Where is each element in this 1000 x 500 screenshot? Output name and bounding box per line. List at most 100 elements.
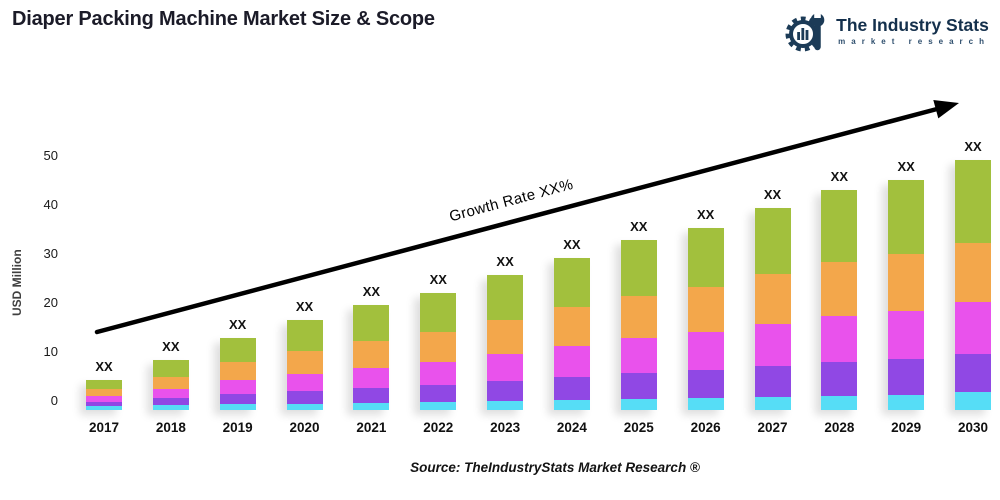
bar-value-label-2021: XX: [362, 284, 381, 299]
bar-value-label-2026: XX: [696, 206, 715, 222]
bar-2019-segment-cyan: [219, 404, 256, 410]
bar-2028-segment-magenta: [821, 316, 858, 362]
bar-2019-segment-purple: [219, 394, 256, 404]
x-tick-2025: 2025: [623, 420, 654, 435]
bar-2018: [152, 360, 189, 410]
bar-2022-segment-green: [420, 292, 457, 332]
bar-2019-segment-magenta: [219, 380, 256, 394]
bar-2021-segment-purple: [353, 388, 390, 403]
bar-2030: [955, 160, 992, 410]
bar-2022-segment-orange: [420, 331, 457, 362]
bar-2021: [353, 305, 390, 410]
bar-2019: [219, 337, 256, 410]
bar-2018-segment-green: [152, 360, 189, 377]
bar-value-label-2019: XX: [229, 316, 247, 332]
bar-2024-segment-magenta: [553, 345, 590, 377]
logo: The Industry Stats market research: [784, 8, 990, 54]
bar-2023-segment-purple: [487, 381, 524, 401]
bar-2030-segment-green: [955, 160, 992, 243]
bar-2030-segment-cyan: [955, 392, 992, 410]
x-tick-2022: 2022: [423, 420, 454, 435]
bar-value-label-2024: XX: [563, 236, 581, 252]
bar-value-label-2027: XX: [763, 186, 782, 202]
bar-2017-segment-purple: [86, 401, 122, 406]
y-tick-40: 40: [43, 197, 58, 212]
bar-2023-segment-green: [487, 275, 524, 320]
logo-name: The Industry Stats: [836, 15, 989, 36]
x-tick-2029: 2029: [891, 420, 922, 435]
y-tick-50: 50: [43, 148, 58, 163]
bar-2020: [286, 320, 323, 410]
bar-2028-segment-cyan: [821, 395, 858, 410]
bar-2018-segment-cyan: [152, 405, 189, 410]
bar-2017-segment-magenta: [86, 396, 122, 402]
bar-2025-segment-purple: [620, 373, 657, 399]
y-tick-10: 10: [43, 344, 58, 359]
bar-2027-segment-orange: [754, 273, 791, 324]
bar-value-label-2022: XX: [429, 271, 447, 287]
bar-2021-segment-orange: [353, 341, 390, 368]
x-tick-2021: 2021: [356, 420, 387, 435]
bar-2030-segment-purple: [955, 353, 992, 392]
bar-2017-segment-green: [86, 380, 122, 389]
bar-2024-segment-orange: [553, 307, 590, 346]
x-tick-2019: 2019: [222, 420, 253, 435]
bar-2023-segment-orange: [487, 319, 524, 354]
bar-value-label-2018: XX: [162, 339, 180, 354]
x-tick-2028: 2028: [824, 420, 855, 435]
bar-value-label-2029: XX: [897, 159, 915, 174]
bar-2029-segment-green: [888, 180, 925, 254]
bar-2019-segment-green: [219, 337, 256, 362]
bar-2024-segment-green: [553, 257, 590, 307]
x-tick-2020: 2020: [289, 420, 320, 435]
bar-2025: [620, 240, 657, 410]
y-tick-30: 30: [43, 246, 58, 261]
bar-2027: [754, 207, 791, 410]
bar-2023-segment-magenta: [487, 353, 524, 381]
x-tick-2024: 2024: [556, 420, 587, 435]
bar-2018-segment-magenta: [152, 389, 189, 398]
bar-2022-segment-purple: [420, 385, 457, 402]
bar-2030-segment-magenta: [955, 302, 992, 354]
bar-2025-segment-cyan: [620, 399, 657, 410]
bar-2018-segment-orange: [152, 377, 189, 389]
bar-2026: [687, 227, 724, 410]
bar-2026-segment-purple: [687, 370, 724, 398]
y-tick-0: 0: [50, 393, 58, 408]
bar-2025-segment-green: [620, 240, 657, 296]
bar-2025-segment-magenta: [620, 338, 657, 373]
gear-wrench-logo-icon: [785, 10, 825, 52]
bar-2029-segment-cyan: [888, 394, 925, 410]
bar-2022-segment-cyan: [420, 402, 457, 410]
growth-rate-label: Growth Rate XX%: [447, 175, 576, 226]
bar-2017-segment-cyan: [86, 405, 122, 410]
bar-2027-segment-green: [754, 207, 791, 274]
page-title: Diaper Packing Machine Market Size & Sco…: [12, 8, 435, 30]
x-tick-2026: 2026: [690, 420, 721, 435]
bar-2025-segment-orange: [620, 295, 657, 338]
bar-2019-segment-orange: [219, 361, 256, 380]
bar-2027-segment-cyan: [754, 396, 791, 410]
bar-2029-segment-orange: [888, 254, 925, 311]
bar-value-label-2023: XX: [496, 254, 514, 269]
bar-2028-segment-green: [821, 190, 858, 262]
bar-2020-segment-purple: [286, 391, 323, 404]
bar-2022-segment-magenta: [420, 361, 457, 385]
bar-2027-segment-magenta: [754, 323, 791, 366]
bar-2030-segment-orange: [955, 242, 992, 302]
bar-2020-segment-green: [286, 320, 323, 351]
bar-2029-segment-purple: [888, 359, 925, 395]
bar-2024-segment-cyan: [553, 400, 590, 410]
bar-2029-segment-magenta: [888, 311, 925, 359]
bar-2024-segment-purple: [553, 377, 590, 400]
bar-2023: [487, 275, 524, 410]
bar-2023-segment-cyan: [487, 401, 524, 410]
bar-2020-segment-cyan: [286, 403, 323, 410]
x-tick-2027: 2027: [757, 420, 788, 435]
x-tick-2018: 2018: [155, 420, 186, 435]
bar-2028-segment-orange: [821, 261, 858, 316]
bar-value-label-2025: XX: [630, 219, 648, 234]
bar-2022: [420, 292, 457, 410]
bar-2020-segment-magenta: [286, 373, 323, 391]
